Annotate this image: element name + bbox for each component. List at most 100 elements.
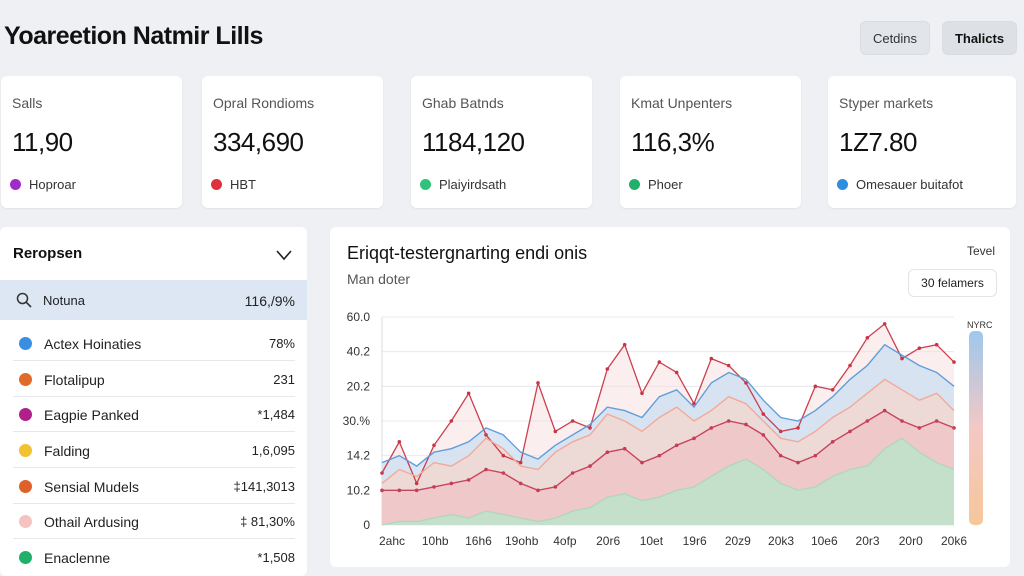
data-point — [640, 391, 644, 396]
list-item[interactable]: Actex Hoinaties 78% — [0, 326, 307, 361]
x-tick-label: 20z9 — [725, 534, 751, 548]
data-point — [380, 471, 384, 475]
category-dot-icon — [19, 337, 32, 350]
data-point — [882, 322, 887, 326]
stat-card[interactable]: Opral Rondioms 334,690 HBT — [202, 76, 383, 208]
data-point — [501, 453, 506, 458]
x-tick-label: 20r6 — [596, 534, 620, 548]
status-dot-icon — [837, 179, 848, 190]
data-point — [466, 478, 471, 482]
data-point — [657, 360, 662, 364]
data-point — [813, 453, 818, 458]
stat-card-footer: Plaiyirdsath — [420, 177, 506, 192]
list-item[interactable]: Sensial Mudels ‡141,3013 — [0, 469, 307, 504]
data-point — [397, 440, 402, 444]
series-area-green — [382, 438, 954, 525]
x-tick-label: 4ofp — [553, 534, 577, 548]
data-point — [570, 419, 575, 423]
list-item[interactable]: Othail Ardusing ‡ 81,30% — [0, 504, 307, 539]
data-point — [657, 453, 662, 458]
data-point — [622, 342, 627, 347]
stat-card-footer: Phoer — [629, 177, 683, 192]
data-point — [934, 419, 939, 423]
list-item-label: Eagpie Panked — [44, 407, 139, 423]
series-line-red — [382, 409, 955, 492]
search-row[interactable]: Notuna 116,/9% — [0, 280, 307, 320]
data-point — [484, 433, 488, 437]
data-point — [709, 426, 714, 430]
stat-card-label: Kmat Unpenters — [631, 95, 733, 111]
x-tick-label: 20k3 — [768, 534, 794, 548]
data-point — [900, 356, 904, 361]
stat-card[interactable]: Ghab Batnds 1184,120 Plaiyirdsath — [411, 76, 592, 208]
data-point — [605, 450, 610, 454]
divider — [13, 538, 295, 539]
range-button[interactable]: 30 felamers — [908, 269, 997, 297]
stat-card-label: Styper markets — [839, 95, 934, 111]
data-point — [796, 460, 800, 465]
stat-card[interactable]: Styper markets 1Z7.80 Omesauer buitafot — [828, 76, 1016, 208]
data-point — [674, 443, 679, 448]
divider — [13, 503, 295, 504]
list-item-value: *1,508 — [257, 550, 295, 565]
data-point — [536, 381, 540, 385]
settings-button[interactable]: Cetdins — [860, 21, 930, 55]
list-item[interactable]: Flotalipup 231 — [0, 362, 307, 397]
status-dot-icon — [211, 179, 222, 190]
stat-card-footer: Omesauer buitafot — [837, 177, 963, 192]
data-point — [414, 481, 419, 486]
list-item-value: ‡ 81,30% — [240, 514, 295, 529]
data-point — [484, 467, 488, 472]
data-point — [432, 443, 436, 448]
data-point — [449, 419, 454, 423]
data-point — [744, 381, 748, 385]
data-point — [605, 367, 610, 371]
list-item[interactable]: Falding 1,6,095 — [0, 433, 307, 468]
data-point — [414, 488, 419, 493]
data-point — [778, 429, 783, 434]
data-point — [518, 481, 523, 486]
y-tick-label: 10.2 — [347, 483, 371, 497]
x-tick-label: 2ahc — [379, 534, 405, 548]
stat-card-value: 1Z7.80 — [839, 127, 917, 157]
data-point — [952, 360, 956, 364]
chart-level-label: Tevel — [966, 244, 995, 258]
data-point — [813, 384, 818, 389]
data-point — [449, 481, 454, 486]
panel-title: Reropsen — [13, 245, 83, 262]
series-line-total — [381, 322, 955, 486]
stat-card[interactable]: Salls 11,90 Hoproar — [1, 76, 182, 208]
series-line-mid — [381, 378, 955, 484]
list-item-value: *1,484 — [257, 407, 295, 422]
data-point — [726, 419, 731, 423]
data-point — [934, 342, 939, 347]
list-item[interactable]: Eagpie Panked *1,484 — [0, 397, 307, 432]
data-point — [432, 485, 436, 489]
data-point — [917, 346, 922, 350]
series-line-green — [381, 437, 955, 526]
x-tick-label: 19ohb — [505, 534, 539, 548]
data-point — [518, 460, 523, 465]
data-point — [536, 488, 540, 493]
data-point — [692, 401, 696, 406]
category-dot-icon — [19, 408, 32, 421]
stat-card[interactable]: Kmat Unpenters 116,3% Phoer — [620, 76, 801, 208]
chevron-down-icon[interactable] — [274, 245, 294, 265]
y-tick-label: 14.2 — [347, 449, 371, 463]
series-line-blue — [381, 343, 955, 467]
list-item[interactable]: Enaclenne *1,508 — [0, 540, 307, 575]
stat-card-foot-label: Hoproar — [29, 177, 76, 192]
list-item-label: Enaclenne — [44, 550, 111, 566]
x-tick-label: 20r3 — [856, 534, 880, 548]
status-dot-icon — [629, 179, 640, 190]
analytics-button[interactable]: Thalicts — [942, 21, 1017, 55]
data-point — [865, 419, 870, 423]
status-dot-icon — [10, 179, 21, 190]
list-item-label: Actex Hoinaties — [44, 336, 142, 352]
search-label: Notuna — [43, 293, 85, 308]
stat-card-value: 1184,120 — [422, 127, 525, 157]
data-point — [900, 419, 904, 423]
list-item-value: ‡141,3013 — [233, 479, 295, 494]
stat-card-foot-label: Plaiyirdsath — [439, 177, 507, 192]
data-point — [553, 485, 558, 489]
